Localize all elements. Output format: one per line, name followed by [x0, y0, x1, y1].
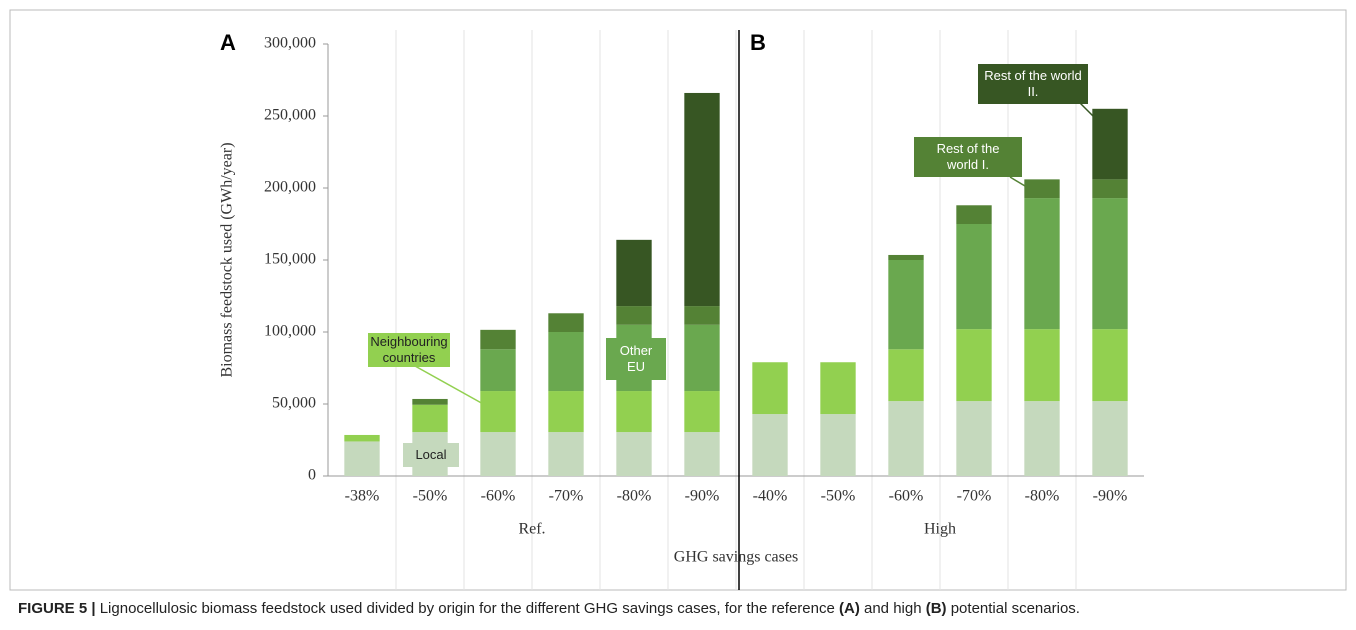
- y-tick-label: 100,000: [264, 323, 316, 340]
- bar-segment: [1092, 329, 1128, 402]
- bar-segment: [1092, 198, 1128, 330]
- bar-segment: [888, 260, 924, 350]
- bar-segment: [344, 434, 380, 442]
- y-tick-label: 50,000: [272, 395, 316, 412]
- bar-segment: [548, 332, 584, 392]
- bar-segment: [480, 432, 516, 476]
- x-tick-label: -50%: [821, 488, 856, 505]
- bar-segment: [412, 398, 448, 405]
- caption: FIGURE 5 | Lignocellulosic biomass feeds…: [18, 600, 1080, 617]
- caption-text: potential scenarios.: [946, 600, 1080, 617]
- bar-segment: [888, 401, 924, 476]
- leader-line: [414, 365, 486, 406]
- bar-segment: [1092, 401, 1128, 476]
- bar-segment: [888, 349, 924, 402]
- bar-segment: [616, 239, 652, 307]
- bar-segment: [684, 391, 720, 433]
- bar-segment: [956, 205, 992, 224]
- y-tick-label: 0: [308, 467, 316, 484]
- leader-line: [1079, 102, 1094, 117]
- legend-callout: Neighbouring countries: [368, 333, 450, 367]
- bar-segment: [1024, 329, 1060, 402]
- bar-segment: [956, 329, 992, 402]
- bar-segment: [956, 401, 992, 476]
- legend-callout: Local: [403, 443, 459, 467]
- legend-callout: Rest of the world I.: [914, 137, 1022, 177]
- bar-segment: [616, 432, 652, 476]
- bar-segment: [1024, 198, 1060, 330]
- y-axis-label: Biomass feedstock used (GWh/year): [219, 142, 236, 377]
- bar-segment: [548, 391, 584, 433]
- x-tick-label: -60%: [481, 488, 516, 505]
- x-tick-label: -90%: [1093, 488, 1128, 505]
- y-tick-label: 200,000: [264, 179, 316, 196]
- bar-segment: [1024, 401, 1060, 476]
- caption-text: (B): [925, 600, 947, 617]
- bar-segment: [820, 362, 856, 415]
- bar-segment: [480, 329, 516, 350]
- y-tick-label: 250,000: [264, 107, 316, 124]
- bar-segment: [344, 441, 380, 476]
- bar-segment: [1092, 179, 1128, 199]
- bar-segment: [684, 432, 720, 476]
- bar-segment: [752, 414, 788, 476]
- caption-text: and high: [859, 600, 926, 617]
- bar-segment: [684, 306, 720, 325]
- bar-segment: [1092, 108, 1128, 180]
- frame: [9, 9, 1347, 591]
- bar-segment: [480, 349, 516, 392]
- bar-segment: [684, 324, 720, 392]
- x-tick-label: -60%: [889, 488, 924, 505]
- group-label: High: [924, 521, 956, 538]
- x-axis-label: GHG savings cases: [674, 549, 798, 566]
- x-tick-label: -90%: [685, 488, 720, 505]
- caption-text: Lignocellulosic biomass feedstock used d…: [99, 600, 839, 617]
- leader-line: [1009, 176, 1026, 187]
- bar-segment: [548, 313, 584, 332]
- x-tick-label: -70%: [549, 488, 584, 505]
- legend-callout: Rest of the world II.: [978, 64, 1088, 104]
- bar-segment: [888, 254, 924, 260]
- x-tick-label: -40%: [753, 488, 788, 505]
- bar-segment: [616, 306, 652, 325]
- bar-segment: [820, 414, 856, 476]
- x-tick-label: -38%: [345, 488, 380, 505]
- bar-segment: [412, 404, 448, 433]
- caption-label: FIGURE 5 |: [18, 600, 96, 617]
- x-tick-label: -70%: [957, 488, 992, 505]
- bar-segment: [548, 432, 584, 476]
- legend-callout: Other EU: [606, 338, 666, 380]
- bar-segment: [956, 224, 992, 330]
- bar-segment: [1024, 179, 1060, 199]
- bar-segment: [480, 391, 516, 433]
- bar-segment: [752, 362, 788, 415]
- x-tick-label: -50%: [413, 488, 448, 505]
- panel-label: B: [750, 30, 766, 55]
- panel-label: A: [220, 30, 236, 55]
- caption-text: (A): [839, 600, 860, 617]
- x-tick-label: -80%: [1025, 488, 1060, 505]
- group-label: Ref.: [518, 521, 545, 538]
- y-tick-label: 300,000: [264, 35, 316, 52]
- bar-segment: [616, 391, 652, 433]
- bar-segment: [684, 92, 720, 307]
- x-tick-label: -80%: [617, 488, 652, 505]
- y-tick-label: 150,000: [264, 251, 316, 268]
- plot: 0 50,000 100,000 150,000 200,000 250,000 300,0…: [264, 30, 1144, 590]
